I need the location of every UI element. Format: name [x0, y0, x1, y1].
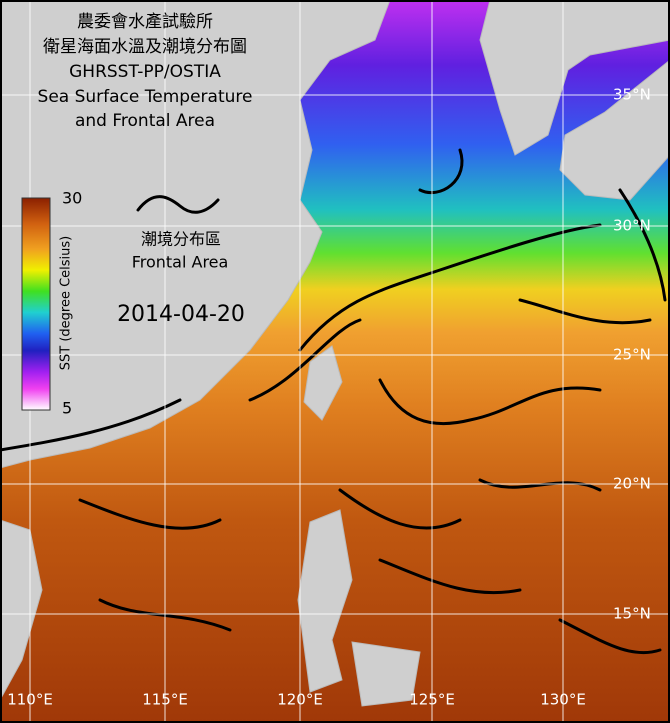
colorbar-label: SST (degree Celsius) — [59, 236, 74, 371]
china-mainland — [0, 0, 391, 469]
front — [78, 498, 222, 530]
legend: 潮境分布區 Frontal Area — [132, 195, 229, 272]
latitude-label: 30°N — [613, 217, 651, 235]
front — [378, 558, 522, 595]
taiwan — [303, 345, 343, 421]
front — [418, 148, 464, 195]
title-line: 農委會水產試驗所 — [77, 12, 213, 32]
korea — [479, 0, 670, 156]
front — [248, 318, 362, 402]
longitude-labels: 110°E 115°E 120°E 125°E 130°E — [7, 691, 586, 709]
land — [0, 0, 670, 707]
legend-label: Frontal Area — [132, 253, 229, 272]
indochina — [0, 519, 43, 701]
title-line: GHRSST-PP/OSTIA — [69, 62, 221, 82]
colorbar-min: 5 — [62, 399, 72, 418]
legend-symbol — [136, 195, 220, 214]
front — [618, 188, 667, 302]
longitude-label: 130°E — [540, 691, 586, 709]
longitude-label: 120°E — [277, 691, 323, 709]
title: 農委會水產試驗所 衛星海面水溫及潮境分布圖 GHRSST-PP/OSTIA Se… — [38, 12, 253, 131]
title-line: and Frontal Area — [75, 111, 215, 131]
frontal-lines — [0, 148, 667, 655]
date: 2014-04-20 — [117, 302, 245, 327]
latitude-label: 25°N — [613, 346, 651, 364]
latitude-label: 35°N — [613, 86, 651, 104]
longitude-label: 115°E — [142, 691, 188, 709]
legend-label: 潮境分布區 — [141, 230, 221, 249]
title-line: Sea Surface Temperature — [38, 87, 253, 107]
philippine-islands — [351, 641, 421, 707]
latitude-label: 15°N — [613, 605, 651, 623]
colorbar-max: 30 — [62, 189, 82, 208]
latitude-labels: 35°N 30°N 25°N 20°N 15°N — [613, 86, 651, 623]
front — [98, 598, 232, 632]
front — [478, 478, 602, 492]
colorbar-scale — [21, 197, 51, 411]
colorbar: 30 5 SST (degree Celsius) — [21, 189, 82, 418]
title-line: 衛星海面水溫及潮境分布圖 — [43, 37, 247, 57]
front — [518, 298, 652, 325]
front — [378, 378, 602, 426]
latitude-label: 20°N — [613, 475, 651, 493]
front — [338, 488, 462, 530]
longitude-label: 110°E — [7, 691, 53, 709]
front — [558, 618, 662, 655]
front — [298, 223, 602, 352]
front — [0, 398, 182, 452]
longitude-label: 125°E — [409, 691, 455, 709]
